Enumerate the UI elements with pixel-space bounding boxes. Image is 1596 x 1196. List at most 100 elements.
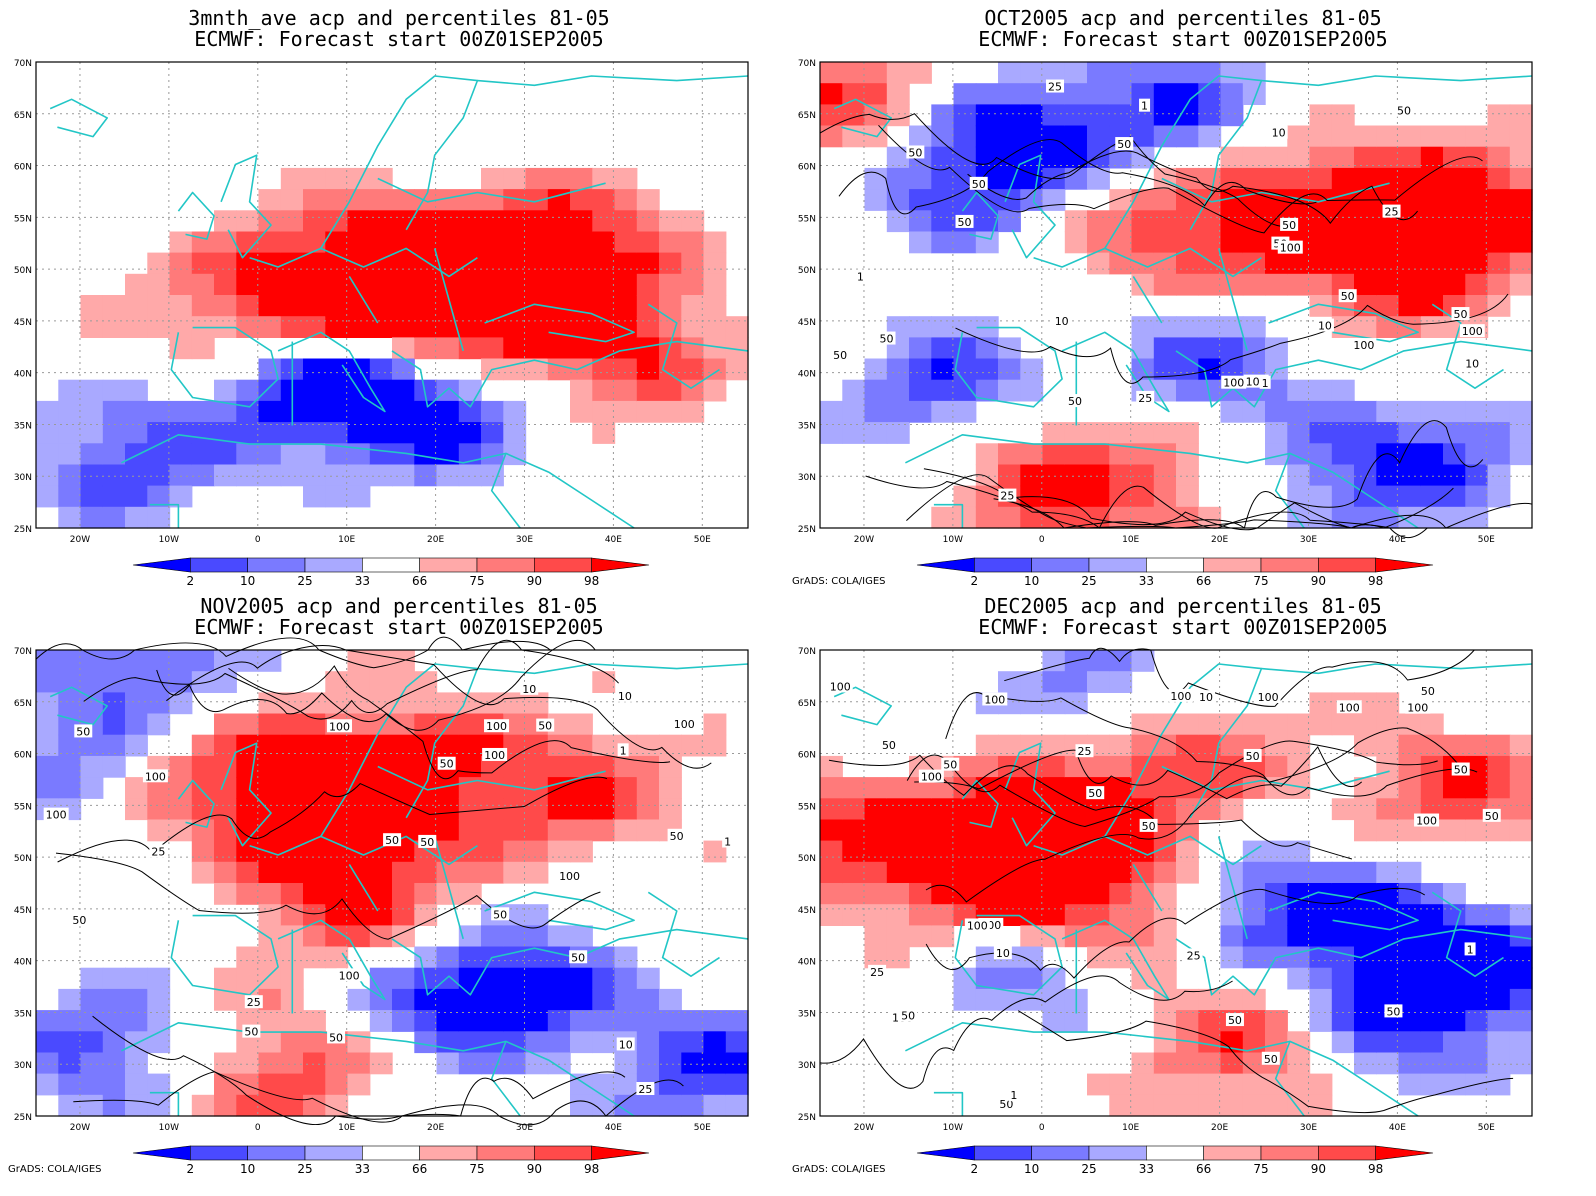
field-cell	[570, 925, 593, 948]
contour-label: 50	[1142, 820, 1156, 833]
field-cell	[169, 671, 193, 693]
field-cell	[1465, 485, 1489, 508]
contour-label: 50	[1454, 764, 1468, 777]
contour-label: 25	[638, 1083, 652, 1096]
field-cell	[369, 316, 393, 338]
field-cell	[258, 946, 282, 969]
field-cell	[191, 231, 215, 254]
coastline	[647, 891, 720, 978]
field-cell	[369, 210, 393, 233]
field-cell	[1020, 146, 1044, 169]
field-cell	[1242, 1073, 1266, 1096]
field-cell	[1176, 798, 1199, 821]
field-cell	[1465, 798, 1489, 821]
lat-tick-label: 35N	[798, 1009, 816, 1019]
field-cell	[592, 400, 616, 423]
field-cell	[36, 464, 59, 487]
field-cell	[1265, 1073, 1288, 1096]
field-cell	[659, 231, 682, 254]
field-cell	[1109, 671, 1133, 693]
field-cell	[614, 1073, 638, 1096]
field-cell	[1131, 650, 1155, 672]
field-cell	[303, 861, 326, 884]
field-cell	[1042, 861, 1066, 884]
field-cell	[636, 967, 660, 990]
field-cell	[458, 988, 482, 1011]
field-cell	[998, 358, 1021, 381]
field-cell	[1242, 62, 1266, 84]
colorbar-swatch	[247, 557, 306, 573]
field-cell	[125, 798, 148, 821]
field-cell	[1198, 734, 1222, 757]
field-cell	[525, 358, 549, 381]
field-cell	[1331, 210, 1355, 233]
field-cell	[80, 443, 104, 466]
field-cell	[36, 1073, 59, 1096]
field-cell	[1376, 798, 1400, 821]
field-cell	[1220, 904, 1244, 926]
field-cell	[503, 1052, 527, 1075]
field-cell	[258, 1031, 282, 1054]
field-cell	[1487, 231, 1511, 254]
field-cell	[214, 1094, 237, 1117]
field-cell	[1443, 819, 1466, 842]
field-cell	[1443, 422, 1466, 444]
coastline	[170, 326, 279, 408]
field-cell	[303, 379, 326, 402]
coastline	[484, 303, 635, 343]
field-cell	[547, 231, 571, 254]
field-cell	[102, 967, 126, 990]
field-cell	[503, 422, 527, 444]
field-cell	[1443, 400, 1466, 423]
field-cell	[681, 400, 705, 423]
field-cell	[1331, 485, 1355, 508]
field-cell	[1153, 252, 1177, 275]
field-cell	[570, 189, 593, 211]
field-cell	[1354, 861, 1377, 884]
field-cell	[347, 210, 371, 233]
field-cell	[1420, 316, 1444, 338]
contour-line	[925, 727, 1461, 903]
field-cell	[592, 967, 616, 990]
field-cell	[1443, 464, 1466, 487]
field-cell	[1087, 840, 1110, 863]
field-cell	[1242, 840, 1266, 863]
field-cell	[481, 189, 504, 211]
field-cell	[1131, 316, 1155, 338]
field-cell	[703, 1031, 727, 1054]
field-cell	[525, 904, 549, 926]
field-cell	[1420, 506, 1444, 529]
field-cell	[214, 1052, 237, 1075]
field-cell	[1331, 988, 1355, 1011]
field-cell	[80, 734, 104, 757]
lat-tick-label: 50N	[798, 266, 816, 276]
field-cell	[414, 1031, 438, 1054]
coastline	[1175, 340, 1533, 408]
field-cell	[1131, 337, 1155, 360]
field-cell	[436, 422, 460, 444]
field-cell	[1420, 734, 1444, 757]
coastline	[933, 1091, 964, 1116]
field-cell	[703, 1094, 727, 1117]
field-cell	[886, 167, 910, 190]
field-cell	[369, 379, 393, 402]
contour-line	[83, 639, 619, 720]
field-cell	[1354, 400, 1377, 423]
field-cell	[458, 798, 482, 821]
field-cell	[1354, 1031, 1377, 1054]
field-cell	[842, 883, 866, 905]
field-cell	[909, 189, 932, 211]
contour-label: 100	[46, 809, 67, 822]
field-cell	[347, 861, 371, 884]
field-cell	[1376, 755, 1400, 778]
field-cell	[1354, 777, 1377, 799]
coastline	[1217, 836, 1248, 940]
field-cell	[909, 925, 932, 948]
field-cell	[975, 819, 999, 842]
field-cell	[659, 988, 682, 1011]
field-cell	[1465, 777, 1489, 799]
field-cell	[681, 734, 705, 757]
field-cell	[303, 692, 326, 715]
colorbar-swatch	[190, 1145, 248, 1161]
field-cell	[953, 337, 977, 360]
